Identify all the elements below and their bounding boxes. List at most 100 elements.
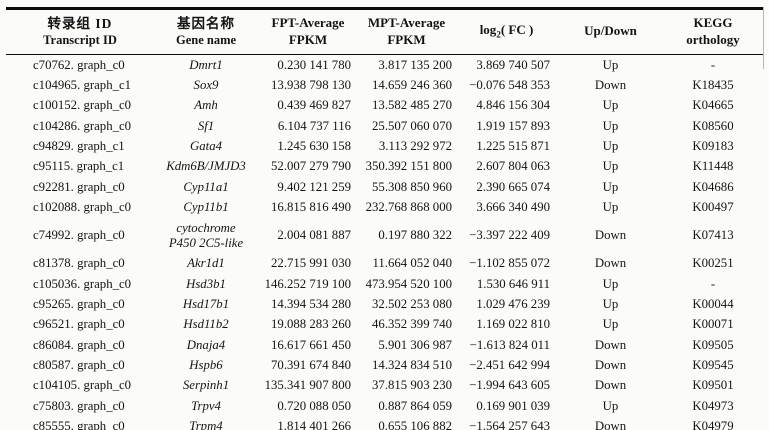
header-log2fc: log2( FC ) bbox=[455, 8, 558, 56]
cell-fpt-average-fpkm: 22.715 991 030 bbox=[271, 256, 351, 271]
cell-up-down: Up bbox=[602, 57, 619, 72]
cell-mpt-average-fpkm: 350.392 151 800 bbox=[365, 159, 452, 174]
cell-transcript-id: c95115. graph_c1 bbox=[33, 159, 125, 174]
cell-kegg-orthology: - bbox=[710, 276, 716, 291]
cell-kegg-orthology: K00497 bbox=[692, 200, 734, 215]
cell-log2-fc: −2.451 642 994 bbox=[469, 357, 550, 372]
cell-log2-fc: 2.607 804 063 bbox=[476, 159, 550, 174]
cell-transcript-id: c105036. graph_c0 bbox=[33, 276, 132, 291]
cell-gene-name: Akr1d1 bbox=[187, 256, 225, 271]
cell-gene-name: Sf1 bbox=[197, 118, 215, 133]
cell-kegg-orthology: K18435 bbox=[692, 78, 734, 93]
cell-fpt-average-fpkm: 13.938 798 130 bbox=[271, 78, 351, 93]
table-body: c70762. graph_c0 Dmrt1 0.230 141 780 3.817 … bbox=[6, 55, 763, 430]
cell-mpt-average-fpkm: 13.582 485 270 bbox=[372, 98, 452, 113]
cell-up-down: Down bbox=[594, 228, 627, 243]
cell-mpt-average-fpkm: 3.817 135 200 bbox=[378, 57, 452, 72]
cell-up-down: Up bbox=[602, 159, 619, 174]
cell-gene-name: Hspb6 bbox=[189, 357, 223, 372]
cell-gene-name: Hsd3b1 bbox=[186, 276, 226, 291]
cell-mpt-average-fpkm: 37.815 903 230 bbox=[372, 378, 452, 393]
cell-gene-name: Dmrt1 bbox=[189, 57, 223, 72]
cell-fpt-average-fpkm: 0.230 141 780 bbox=[277, 57, 351, 72]
cell-mpt-average-fpkm: 11.664 052 040 bbox=[372, 256, 452, 271]
cell-up-down: Down bbox=[594, 337, 627, 352]
cell-kegg-orthology: K00044 bbox=[692, 296, 734, 311]
cell-fpt-average-fpkm: 1.814 401 266 bbox=[277, 418, 351, 430]
cell-transcript-id: c102088. graph_c0 bbox=[33, 200, 132, 215]
header-kegg-line2: orthology bbox=[686, 31, 740, 47]
cell-fpt-average-fpkm: 1.245 630 158 bbox=[277, 139, 351, 154]
cell-up-down: Up bbox=[602, 118, 619, 133]
cell-log2-fc: 1.029 476 239 bbox=[476, 296, 550, 311]
cell-mpt-average-fpkm: 46.352 399 740 bbox=[372, 317, 452, 332]
cell-up-down: Up bbox=[602, 276, 619, 291]
cell-transcript-id: c95265. graph_c0 bbox=[33, 296, 125, 311]
cell-log2-fc: 1.530 646 911 bbox=[476, 276, 550, 291]
gene-expression-table: 转录组 ID Transcript ID 基因名称 Gene name FPT-… bbox=[6, 7, 763, 430]
cell-log2-fc: −3.397 222 409 bbox=[469, 228, 550, 243]
cell-log2-fc: −1.564 257 643 bbox=[469, 418, 550, 430]
cell-mpt-average-fpkm: 473.954 520 100 bbox=[365, 276, 452, 291]
cell-gene-name: Gata4 bbox=[190, 139, 222, 154]
cell-transcript-id: c104965. graph_c1 bbox=[33, 78, 132, 93]
cell-gene-name: Trpm4 bbox=[189, 418, 223, 430]
cell-gene-name: Serpinh1 bbox=[182, 378, 230, 393]
cell-up-down: Down bbox=[594, 78, 627, 93]
cell-gene-name: Sox9 bbox=[193, 78, 219, 93]
cell-kegg-orthology: K08560 bbox=[692, 118, 734, 133]
cell-fpt-average-fpkm: 70.391 674 840 bbox=[271, 357, 351, 372]
cell-kegg-orthology: K09501 bbox=[692, 378, 734, 393]
header-log2fc-args: ( FC ) bbox=[500, 22, 534, 38]
table-row: c81378. graph_c0 Akr1d1 22.715 991 030 11.6… bbox=[6, 254, 763, 274]
cell-log2-fc: −0.076 548 353 bbox=[469, 78, 550, 93]
cell-log2-fc: −1.613 824 011 bbox=[469, 337, 550, 352]
cell-mpt-average-fpkm: 0.197 880 322 bbox=[378, 228, 452, 243]
cell-up-down: Up bbox=[602, 200, 619, 215]
cell-mpt-average-fpkm: 232.768 868 000 bbox=[365, 200, 452, 215]
cell-log2-fc: 0.169 901 039 bbox=[476, 398, 550, 413]
cell-transcript-id: c96521. graph_c0 bbox=[33, 317, 125, 332]
cell-fpt-average-fpkm: 2.004 081 887 bbox=[277, 228, 351, 243]
header-gene-name-en: Gene name bbox=[175, 33, 237, 48]
table-row: c80587. graph_c0 Hspb6 70.391 674 840 14.32… bbox=[6, 355, 763, 375]
cell-transcript-id: c100152. graph_c0 bbox=[33, 98, 132, 113]
header-log2fc-base: log bbox=[479, 22, 497, 38]
table-row: c95265. graph_c0 Hsd17b1 14.394 534 280 32.… bbox=[6, 294, 763, 314]
cell-transcript-id: c80587. graph_c0 bbox=[33, 357, 125, 372]
table-row: c74992. graph_c0 cytochrome P450 2C5-like… bbox=[6, 218, 763, 254]
cell-transcript-id: c92281. graph_c0 bbox=[33, 179, 125, 194]
cell-up-down: Up bbox=[602, 296, 619, 311]
cell-transcript-id: c104105. graph_c0 bbox=[33, 378, 132, 393]
header-log2fc-sub: 2 bbox=[496, 29, 501, 40]
table-row: c70762. graph_c0 Dmrt1 0.230 141 780 3.817 … bbox=[6, 55, 763, 76]
cell-log2-fc: −1.994 643 605 bbox=[469, 378, 550, 393]
table-row: c94829. graph_c1 Gata4 1.245 630 158 3.113 … bbox=[6, 137, 763, 157]
header-fpt-line2: FPKM bbox=[288, 31, 328, 47]
cell-log2-fc: −1.102 855 072 bbox=[469, 256, 550, 271]
scan-edge-artifact bbox=[763, 7, 764, 69]
cell-transcript-id: c81378. graph_c0 bbox=[33, 256, 125, 271]
header-fpt-average: FPT-Average FPKM bbox=[258, 8, 358, 56]
header-transcript-id-cn: 转录组 ID bbox=[47, 16, 113, 31]
table-row: c104286. graph_c0 Sf1 6.104 737 116 25.507 … bbox=[6, 116, 763, 136]
cell-fpt-average-fpkm: 16.815 816 490 bbox=[271, 200, 351, 215]
cell-transcript-id: c70762. graph_c0 bbox=[33, 57, 125, 72]
cell-kegg-orthology: K04665 bbox=[692, 98, 734, 113]
cell-fpt-average-fpkm: 52.007 279 790 bbox=[271, 159, 351, 174]
cell-fpt-average-fpkm: 19.088 283 260 bbox=[271, 317, 351, 332]
table-row: c95115. graph_c1 Kdm6B/JMJD3 52.007 279 79… bbox=[6, 157, 763, 177]
cell-kegg-orthology: K07413 bbox=[692, 228, 734, 243]
cell-kegg-orthology: K04686 bbox=[692, 179, 734, 194]
cell-fpt-average-fpkm: 16.617 661 450 bbox=[271, 337, 351, 352]
cell-up-down: Down bbox=[594, 357, 627, 372]
cell-up-down: Up bbox=[602, 398, 619, 413]
table-row: c100152. graph_c0 Amh 0.439 469 827 13.582 … bbox=[6, 96, 763, 116]
cell-gene-name: Hsd11b2 bbox=[183, 317, 229, 332]
cell-mpt-average-fpkm: 0.655 106 882 bbox=[378, 418, 452, 430]
cell-up-down: Up bbox=[602, 317, 619, 332]
cell-mpt-average-fpkm: 14.659 246 360 bbox=[372, 78, 452, 93]
cell-gene-name: Cyp11b1 bbox=[183, 200, 229, 215]
cell-log2-fc: 3.666 340 490 bbox=[476, 200, 550, 215]
scanned-paper-table-page: 转录组 ID Transcript ID 基因名称 Gene name FPT-… bbox=[0, 7, 769, 430]
